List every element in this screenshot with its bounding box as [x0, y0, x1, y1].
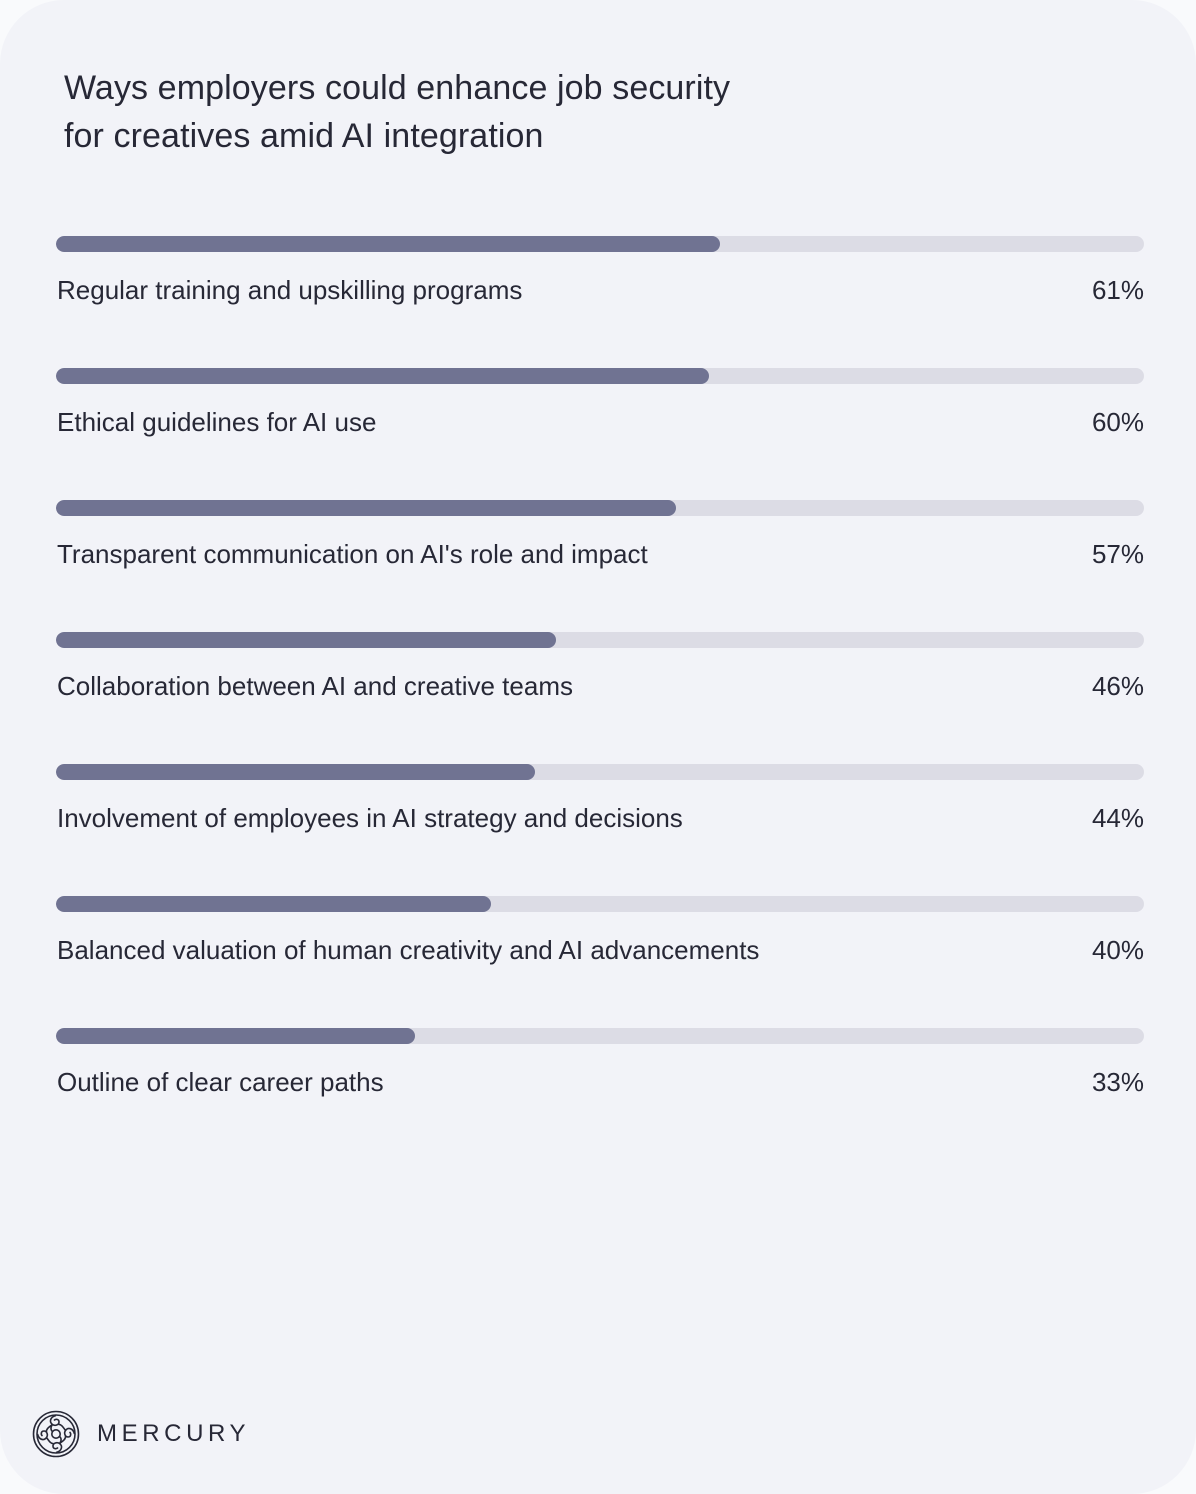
bar-value: 44%	[1091, 803, 1144, 833]
bar-label: Collaboration between AI and creative te…	[57, 671, 573, 701]
bar-track	[56, 236, 1144, 252]
chart-title-line-2: for creatives amid AI integration	[64, 117, 544, 155]
chart-title: Ways employers could enhance job securit…	[64, 64, 730, 160]
bar-value: 57%	[1091, 539, 1144, 569]
mercury-knot-logo-icon	[32, 1410, 80, 1458]
bar-row: Involvement of employees in AI strategy …	[56, 764, 1144, 896]
bar-label: Ethical guidelines for AI use	[57, 407, 377, 437]
bar-row: Transparent communication on AI's role a…	[56, 500, 1144, 632]
bar-track	[56, 500, 1144, 516]
bar-fill	[56, 368, 709, 384]
bar-track	[56, 1028, 1144, 1044]
bar-track	[56, 632, 1144, 648]
bar-value: 40%	[1091, 935, 1144, 965]
bar-value: 46%	[1091, 671, 1144, 701]
bar-list: Regular training and upskilling programs…	[56, 236, 1144, 1160]
bar-fill	[56, 1028, 416, 1044]
bar-label: Transparent communication on AI's role a…	[57, 539, 648, 569]
bar-value: 60%	[1091, 407, 1144, 437]
bar-track	[56, 368, 1144, 384]
bar-label: Balanced valuation of human creativity a…	[57, 935, 760, 965]
bar-label: Outline of clear career paths	[57, 1067, 384, 1097]
chart-title-line-1: Ways employers could enhance job securit…	[64, 69, 731, 107]
bar-value: 61%	[1091, 275, 1144, 305]
bar-row: Ethical guidelines for AI use 60%	[56, 368, 1144, 500]
bar-fill	[56, 896, 492, 912]
bar-fill	[56, 764, 535, 780]
bar-row: Regular training and upskilling programs…	[56, 236, 1144, 368]
bar-fill	[56, 236, 720, 252]
bar-label: Involvement of employees in AI strategy …	[57, 803, 683, 833]
brand-name: MERCURY	[97, 1420, 251, 1447]
bar-track	[56, 764, 1144, 780]
bar-row: Outline of clear career paths 33%	[56, 1028, 1144, 1160]
bar-row: Collaboration between AI and creative te…	[56, 632, 1144, 764]
bar-value: 33%	[1091, 1067, 1144, 1097]
bar-track	[56, 896, 1144, 912]
bar-fill	[56, 632, 557, 648]
bar-label: Regular training and upskilling programs	[57, 275, 523, 305]
bar-fill	[56, 500, 677, 516]
bar-row: Balanced valuation of human creativity a…	[56, 896, 1144, 1028]
brand-footer: MERCURY	[32, 1409, 250, 1459]
